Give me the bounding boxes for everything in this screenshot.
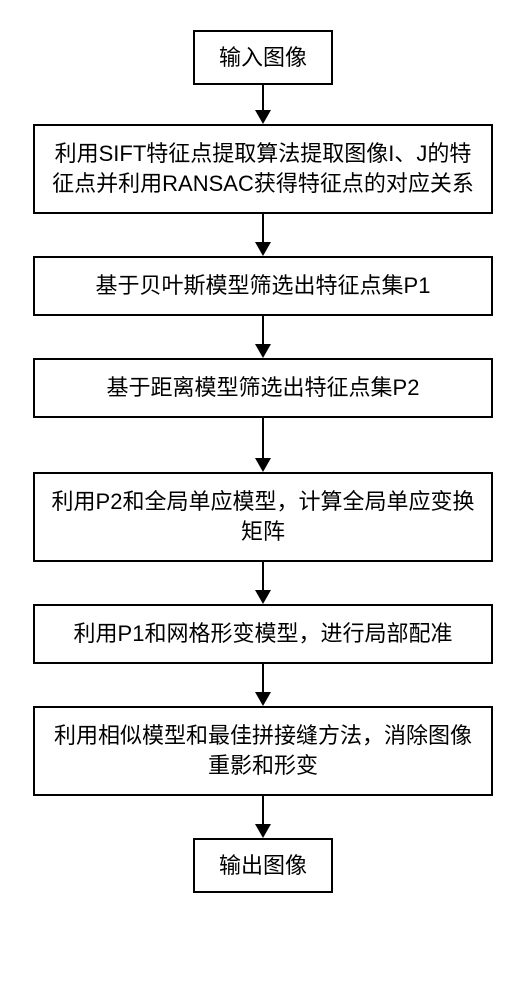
arrow	[255, 562, 271, 604]
node-mesh-deform: 利用P1和网格形变模型，进行局部配准	[33, 604, 493, 664]
node-label: 基于贝叶斯模型筛选出特征点集P1	[96, 271, 431, 301]
node-label: 利用相似模型和最佳拼接缝方法，消除图像重影和形变	[49, 721, 477, 780]
arrow-line	[262, 796, 264, 824]
arrow-head-icon	[255, 590, 271, 604]
node-global-homography: 利用P2和全局单应模型，计算全局单应变换矩阵	[33, 472, 493, 562]
arrow	[255, 214, 271, 256]
node-bayes-p1: 基于贝叶斯模型筛选出特征点集P1	[33, 256, 493, 316]
arrow-line	[262, 316, 264, 344]
arrow-head-icon	[255, 458, 271, 472]
arrow-line	[262, 214, 264, 242]
arrow	[255, 796, 271, 838]
arrow-head-icon	[255, 110, 271, 124]
arrow-head-icon	[255, 242, 271, 256]
node-label: 输入图像	[219, 43, 307, 73]
node-sift-ransac: 利用SIFT特征点提取算法提取图像I、J的特征点并利用RANSAC获得特征点的对…	[33, 124, 493, 214]
node-label: 输出图像	[219, 851, 307, 881]
arrow	[255, 85, 271, 124]
arrow-head-icon	[255, 344, 271, 358]
node-output-image: 输出图像	[193, 838, 333, 893]
arrow-line	[262, 85, 264, 110]
arrow-line	[262, 418, 264, 458]
node-label: 基于距离模型筛选出特征点集P2	[107, 373, 420, 403]
flowchart-container: 输入图像 利用SIFT特征点提取算法提取图像I、J的特征点并利用RANSAC获得…	[33, 30, 493, 893]
node-label: 利用SIFT特征点提取算法提取图像I、J的特征点并利用RANSAC获得特征点的对…	[49, 139, 477, 198]
arrow	[255, 418, 271, 472]
node-label: 利用P2和全局单应模型，计算全局单应变换矩阵	[49, 487, 477, 546]
arrow-line	[262, 562, 264, 590]
arrow-head-icon	[255, 824, 271, 838]
node-input-image: 输入图像	[193, 30, 333, 85]
arrow	[255, 316, 271, 358]
arrow-head-icon	[255, 692, 271, 706]
node-similarity-seam: 利用相似模型和最佳拼接缝方法，消除图像重影和形变	[33, 706, 493, 796]
node-label: 利用P1和网格形变模型，进行局部配准	[74, 619, 453, 649]
arrow-line	[262, 664, 264, 692]
arrow	[255, 664, 271, 706]
node-distance-p2: 基于距离模型筛选出特征点集P2	[33, 358, 493, 418]
